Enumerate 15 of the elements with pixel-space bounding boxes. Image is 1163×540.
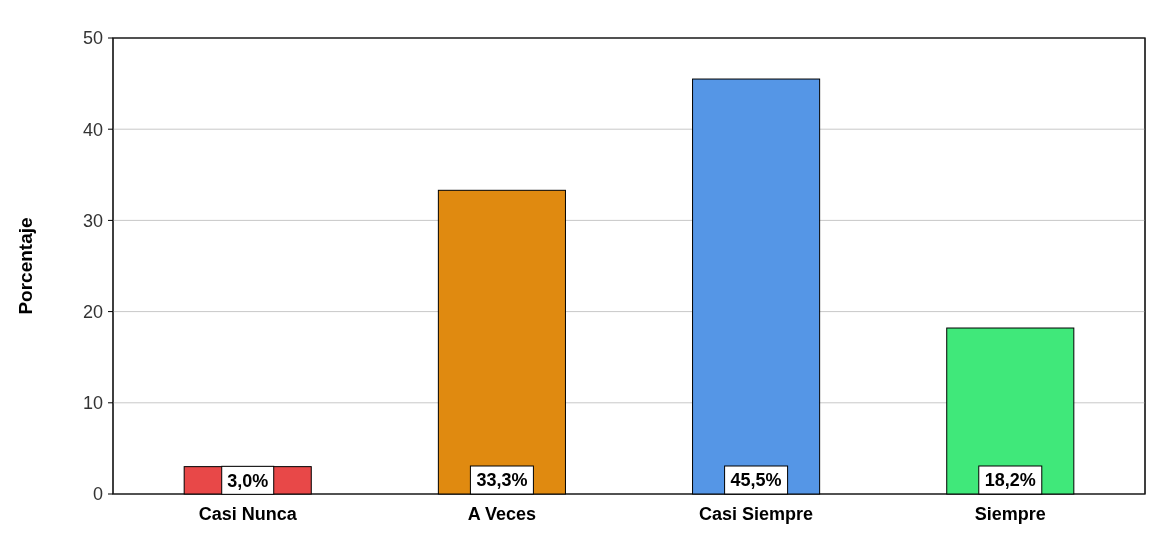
x-tick-label: Casi Siempre [699,504,814,524]
y-tick-label: 30 [82,210,103,231]
y-axis-title: Porcentaje [15,217,36,315]
x-tick-label: A Veces [467,504,537,524]
y-tick-label: 50 [82,28,103,49]
y-tick-label: 0 [92,484,103,505]
x-tick-label: Casi Nunca [198,504,298,524]
data-label: 3,0% [227,470,269,491]
data-label: 33,3% [476,470,528,491]
data-label: 45,5% [730,470,782,491]
y-tick-label: 10 [82,393,103,414]
y-tick-label: 40 [82,119,103,140]
y-tick-label: 20 [82,301,103,322]
data-label: 18,2% [984,470,1036,491]
x-tick-label: Siempre [974,504,1046,524]
